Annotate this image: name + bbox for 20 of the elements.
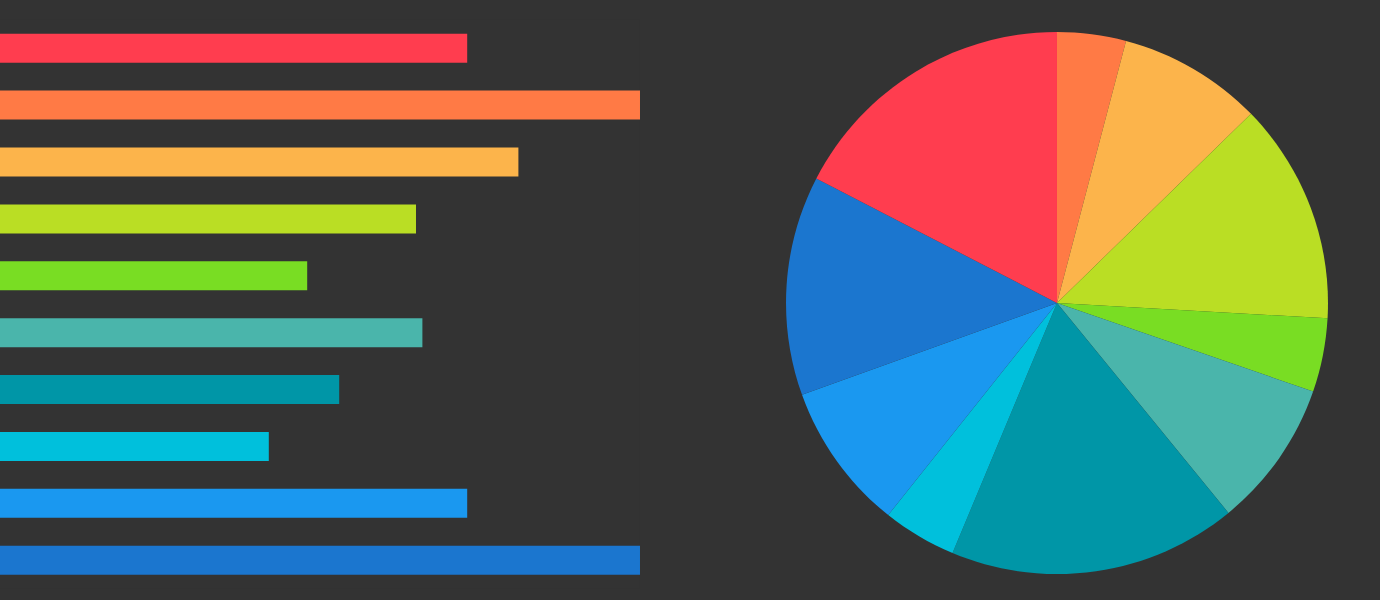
pie-slice (802, 303, 1057, 516)
bar (0, 488, 468, 518)
pie-slice (1057, 40, 1252, 303)
bar (0, 261, 308, 291)
pie-slice (786, 178, 1057, 395)
pie-slice (888, 303, 1057, 554)
bar (0, 431, 269, 461)
bar (0, 90, 640, 120)
bar (0, 33, 468, 63)
bar (0, 545, 640, 575)
bar (0, 318, 423, 348)
pie-slice (1057, 113, 1328, 319)
bar (0, 147, 519, 177)
pie-slice (1057, 303, 1328, 392)
bar (0, 204, 416, 234)
pie-slice (1057, 303, 1314, 513)
pie-slice (1057, 32, 1127, 303)
pie-slice (952, 303, 1229, 574)
bar (0, 375, 340, 405)
pie-slice (816, 32, 1057, 303)
